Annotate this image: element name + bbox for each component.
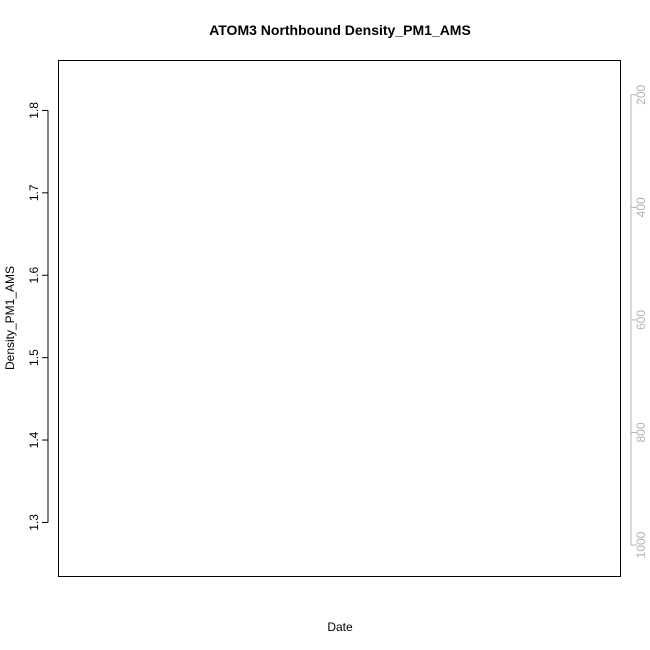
y2-tick-label: 800: [634, 422, 648, 442]
y-tick-label: 1.5: [27, 349, 41, 366]
chart-title: ATOM3 Northbound Density_PM1_AMS: [209, 22, 471, 38]
y-tick-label: 1.8: [27, 102, 41, 119]
x-axis-label: Date: [327, 620, 353, 634]
y-axis-right: 200 400 600 800 1000: [630, 84, 648, 558]
y-tick-label: 1.6: [27, 267, 41, 284]
y2-tick-label: 1000: [634, 531, 648, 558]
y-tick-label: 1.7: [27, 184, 41, 201]
plot-frame: [58, 60, 621, 577]
y-tick-label: 1.3: [27, 514, 41, 531]
y-axis-left: 1.3 1.4 1.5 1.6 1.7 1.8: [27, 102, 49, 531]
y-tick-label: 1.4: [27, 431, 41, 448]
y2-tick-label: 600: [634, 310, 648, 330]
y-axis-label: Density_PM1_AMS: [3, 266, 17, 370]
y2-tick-label: 200: [634, 84, 648, 104]
y2-tick-label: 400: [634, 197, 648, 217]
